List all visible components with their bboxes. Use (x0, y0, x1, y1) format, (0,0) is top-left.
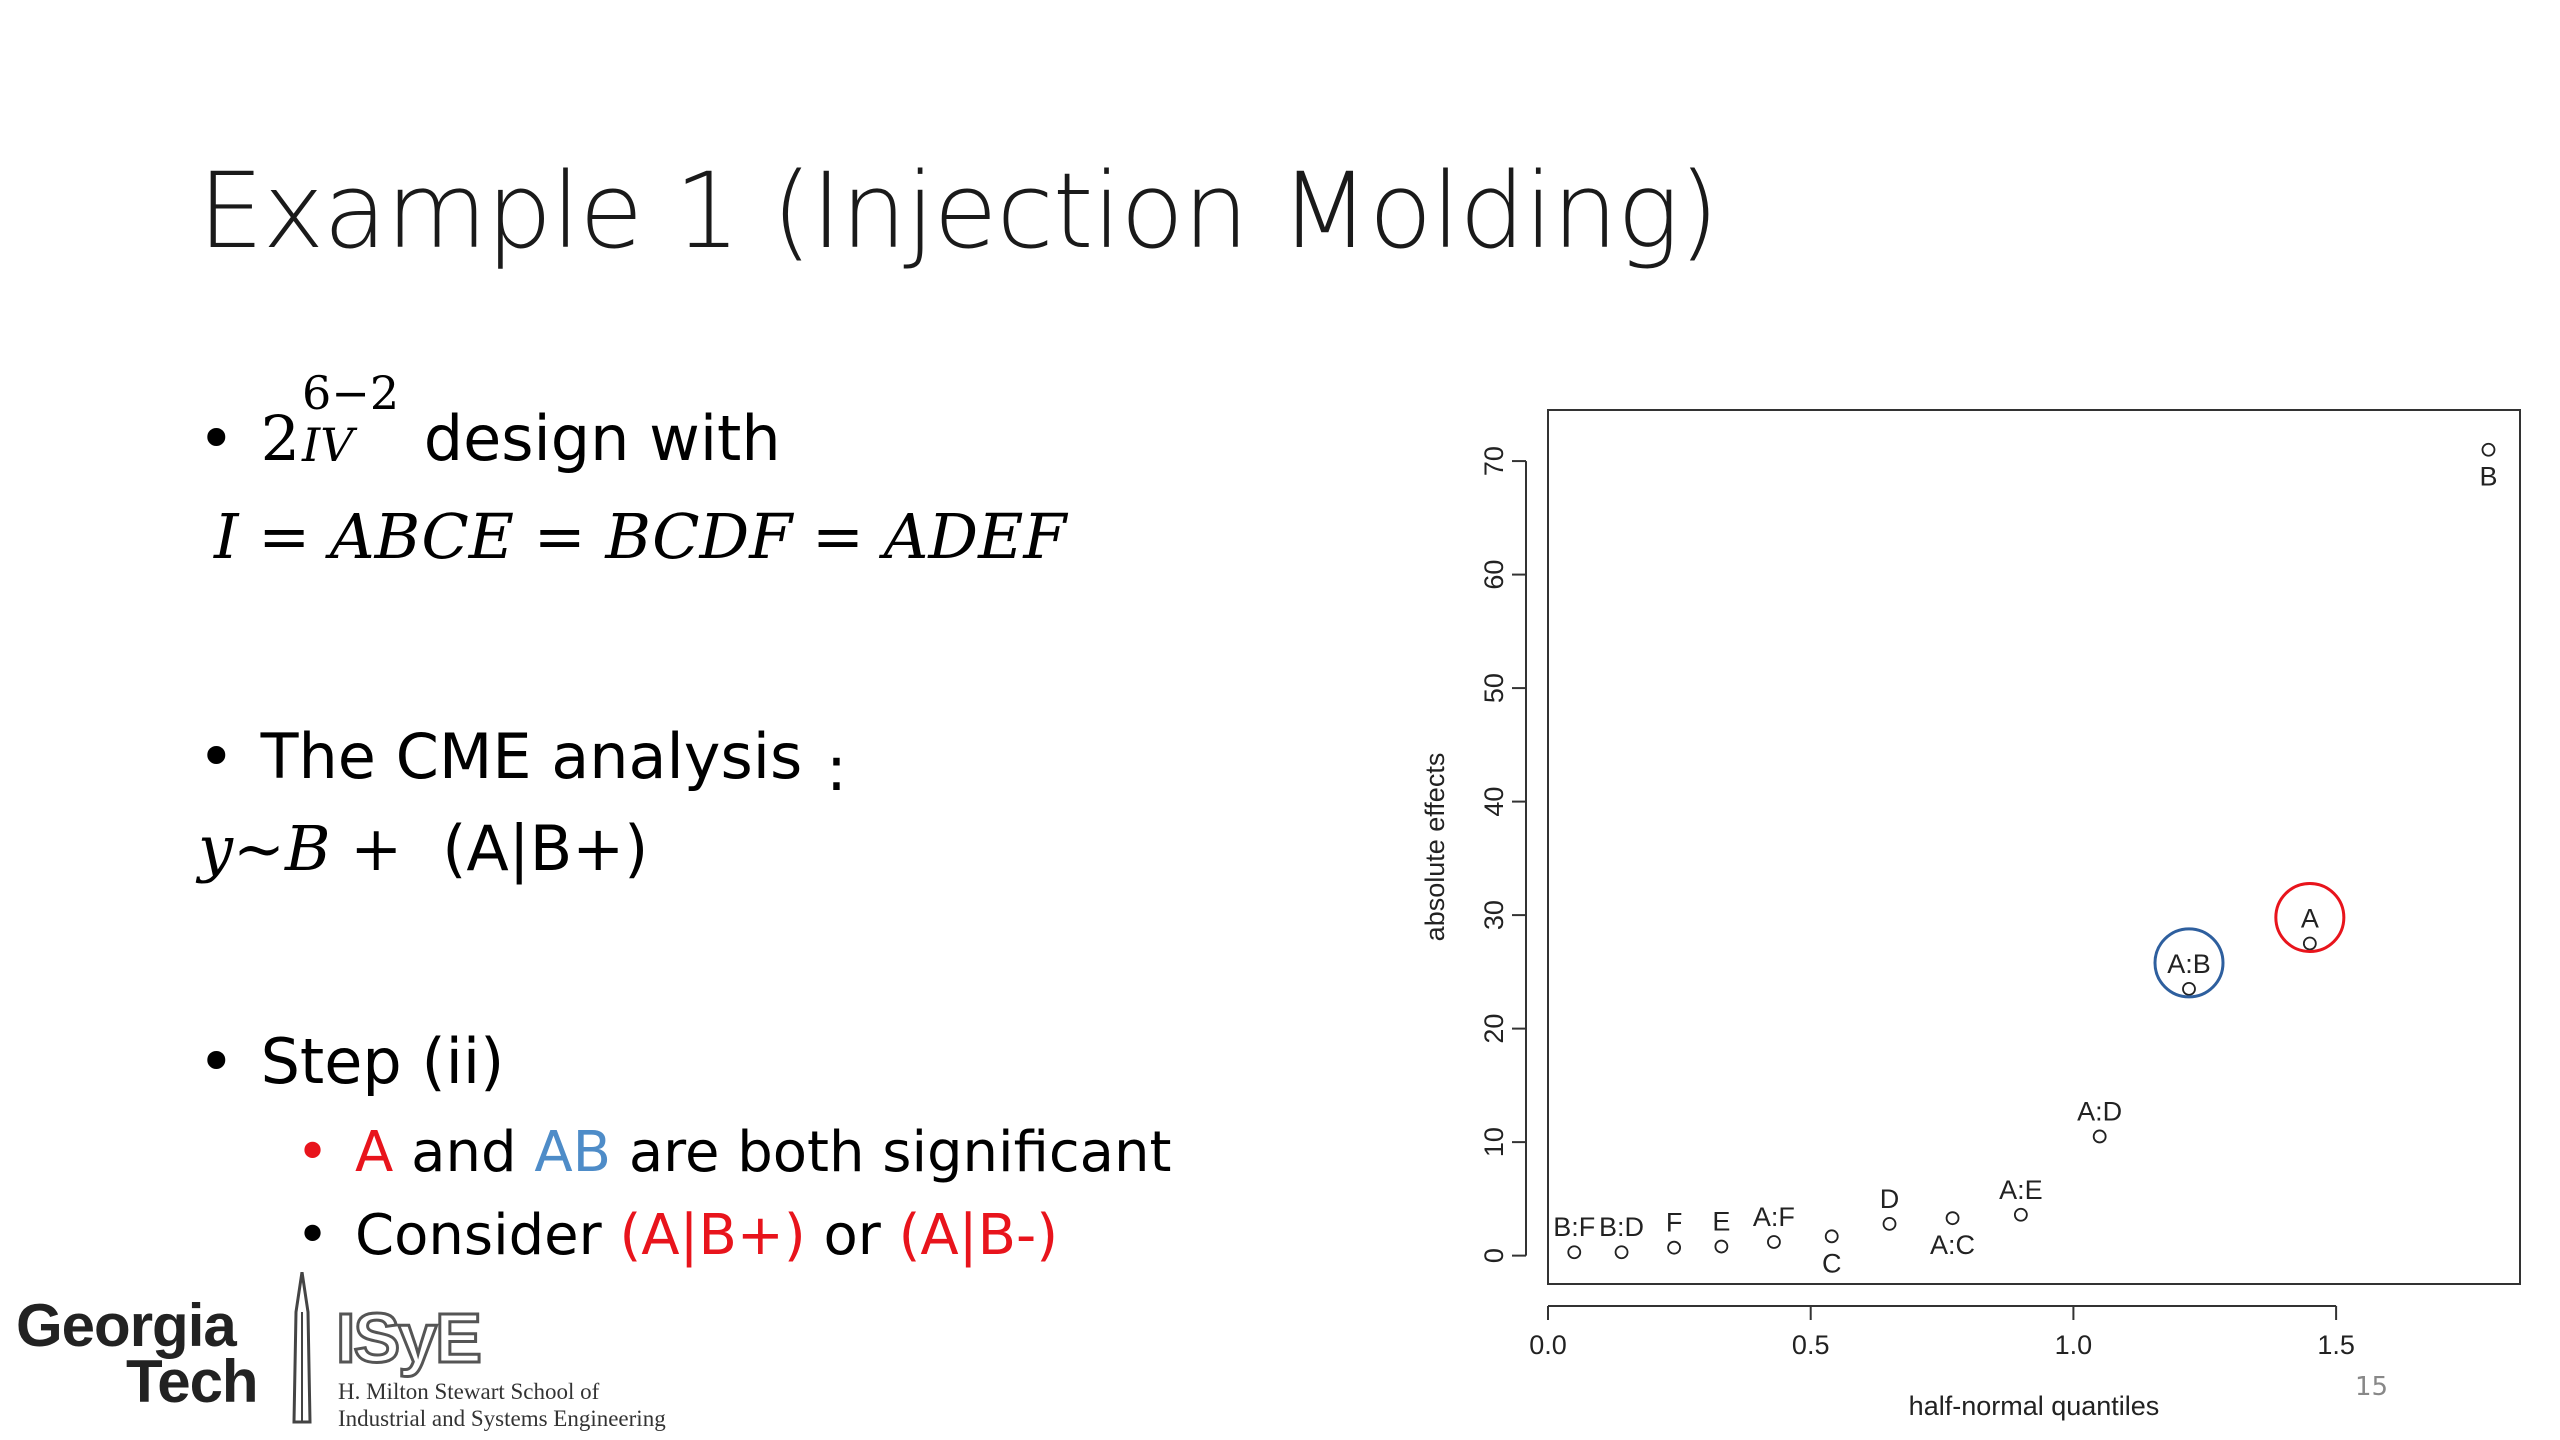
option-b-minus: (A|B-) (898, 1203, 1059, 1268)
data-point (1667, 1240, 1681, 1255)
defining-relation: I = ABCE = BCDF = ADEF (214, 500, 1067, 573)
tech-tower-icon (292, 1272, 312, 1424)
point-label: F (1666, 1208, 1683, 1238)
point-label: B:F (1553, 1212, 1595, 1242)
cme-text: The CME analysis (260, 720, 803, 793)
slide-title: Example 1 (Injection Molding) (198, 150, 1719, 272)
data-points: B:F B:D F E A:F C D A:C A:E A:D A:B A B (1553, 442, 2497, 1278)
bullet-design: • 2 6−2 IV design with (198, 366, 781, 475)
term-ab: AB (534, 1120, 612, 1185)
design-exponent: 6−2 IV (300, 366, 404, 472)
bullet-dot: • (198, 1025, 235, 1098)
data-point (2013, 1207, 2028, 1222)
term-a: A (355, 1120, 394, 1185)
point-label: B:D (1599, 1212, 1644, 1242)
bullet-step: • Step (ii) (198, 1025, 504, 1098)
design-subscript: IV (302, 418, 354, 472)
highlight-circle (2274, 881, 2346, 953)
point-label: D (1880, 1184, 1900, 1214)
data-point (1882, 1216, 1897, 1231)
x-axis-title: half-normal quantiles (1909, 1391, 2160, 1421)
design-base: 2 (260, 402, 301, 475)
data-point (1614, 1245, 1629, 1260)
bullet-dot: • (198, 402, 235, 475)
data-point (2092, 1129, 2107, 1144)
data-point (1714, 1239, 1729, 1254)
and-text: and (393, 1120, 535, 1185)
data-point (2182, 981, 2196, 996)
formula-tail: (A|B+) (442, 812, 649, 885)
significant-text: are both significant (611, 1120, 1172, 1185)
consider-text: Consider (355, 1203, 620, 1268)
sub-bullet-dot: • (296, 1120, 330, 1185)
y-axis-title: absolute effects (1420, 753, 1450, 942)
school-name: H. Milton Stewart School of Industrial a… (338, 1378, 666, 1432)
point-label: A:D (2077, 1096, 2122, 1126)
sub-bullet-significant: • A and AB are both significant (296, 1120, 1171, 1185)
school-name-line2: Industrial and Systems Engineering (338, 1406, 666, 1431)
point-label: A:B (2167, 949, 2211, 979)
point-label: A (2301, 903, 2319, 933)
logo-tech-text: Tech (126, 1348, 259, 1415)
y-tick-label: 60 (1479, 560, 1509, 590)
cme-formula: y~B + (A|B+) (198, 812, 648, 885)
page-number: 15 (2355, 1372, 2389, 1402)
georgia-tech-logo: Georgia Tech (16, 1296, 259, 1415)
y-tick-label: 20 (1479, 1014, 1509, 1044)
data-point (1824, 1229, 1839, 1244)
point-label: B (2479, 462, 2497, 492)
y-tick-label: 40 (1479, 787, 1509, 817)
sub-bullet-dot: • (296, 1203, 330, 1268)
x-tick-label: 1.5 (2317, 1330, 2355, 1360)
highlight-circle (2153, 927, 2225, 999)
y-axis: 0 10 20 30 40 50 60 70 (1479, 446, 1527, 1263)
y-tick-label: 50 (1479, 673, 1509, 703)
x-tick-label: 0.0 (1529, 1330, 1567, 1360)
design-superscript: 6−2 (302, 366, 400, 420)
data-point (1767, 1235, 1781, 1249)
plot-frame (1547, 409, 2521, 1285)
point-label: A:E (1999, 1175, 2043, 1205)
y-tick-label: 10 (1479, 1127, 1509, 1157)
sub-bullet-consider: • Consider (A|B+) or (A|B-) (296, 1203, 1058, 1268)
y-tick-label: 70 (1479, 446, 1509, 476)
x-tick-label: 0.5 (1792, 1330, 1830, 1360)
isye-logo: ISyE (335, 1298, 484, 1379)
point-label: A:F (1753, 1202, 1795, 1232)
data-point (2302, 936, 2317, 951)
y-tick-label: 0 (1479, 1248, 1509, 1263)
point-label: A:C (1930, 1230, 1975, 1260)
data-point (2481, 442, 2496, 457)
school-name-line1: H. Milton Stewart School of (338, 1379, 600, 1404)
data-point (1945, 1211, 1960, 1226)
x-tick-label: 1.0 (2055, 1330, 2093, 1360)
bullet-cme: • The CME analysis (198, 720, 802, 793)
step-text: Step (ii) (260, 1025, 505, 1098)
cme-colon: : (826, 732, 847, 805)
data-point (1567, 1245, 1582, 1260)
y-tick-label: 30 (1479, 900, 1509, 930)
point-label: C (1822, 1248, 1842, 1278)
or-text: or (805, 1203, 899, 1268)
logo-georgia-text: Georgia (16, 1292, 237, 1359)
bullet-dot: • (198, 720, 235, 793)
design-text: design with (404, 402, 781, 475)
option-b-plus: (A|B+) (619, 1203, 806, 1268)
x-axis: 0.0 0.5 1.0 1.5 (1529, 1305, 2355, 1360)
point-label: E (1712, 1207, 1730, 1237)
formula-math: y~B + (198, 812, 403, 885)
